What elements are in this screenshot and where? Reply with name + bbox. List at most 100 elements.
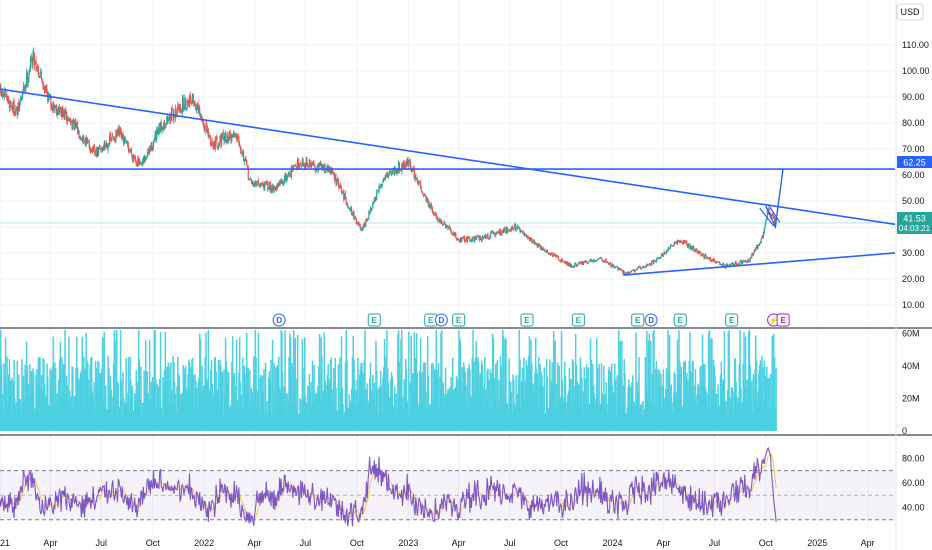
volume-bar	[137, 381, 139, 431]
volume-bar	[571, 359, 574, 431]
volume-bar	[233, 372, 235, 431]
volume-bar	[642, 400, 644, 431]
volume-bar	[632, 410, 635, 431]
volume-bar	[534, 337, 537, 431]
volume-bar	[112, 363, 115, 431]
candle-body	[255, 181, 257, 186]
earnings-badge[interactable]: E	[631, 313, 645, 327]
volume-bar	[430, 363, 433, 431]
volume-bar	[452, 404, 455, 431]
volume-bar	[565, 413, 567, 431]
volume-bar	[311, 360, 314, 431]
volume-bar	[460, 381, 463, 431]
trendline	[0, 88, 896, 226]
earnings-badge[interactable]: E	[725, 313, 739, 327]
dividend-badge[interactable]: D	[272, 313, 286, 327]
volume-bar	[227, 372, 230, 431]
candle-body	[601, 258, 603, 261]
candle-body	[426, 198, 429, 202]
drawings[interactable]	[0, 88, 896, 276]
volume-bar	[259, 377, 261, 431]
candle-body	[484, 234, 486, 237]
volume-bar	[716, 410, 719, 431]
volume-bar	[225, 361, 228, 431]
volume-bar	[207, 330, 210, 431]
candle-body	[466, 238, 468, 242]
volume-bar	[429, 404, 431, 431]
volume-bar	[657, 377, 660, 431]
volume-bar	[292, 404, 294, 431]
volume-bar	[145, 392, 148, 431]
candle-body	[442, 224, 444, 226]
earnings-badge[interactable]: E	[571, 313, 585, 327]
candle-body	[220, 137, 222, 146]
candle-body	[633, 269, 635, 272]
candle-body	[280, 179, 282, 184]
candle-body	[593, 259, 595, 262]
candle-body	[733, 264, 735, 266]
volume-bar	[656, 406, 658, 431]
currency-box[interactable]	[896, 3, 924, 21]
candle-body	[638, 266, 640, 269]
candle-body	[534, 242, 536, 245]
candle-body	[390, 170, 392, 173]
candle-body	[675, 242, 677, 244]
volume-bar	[684, 360, 687, 431]
volume-bar	[68, 390, 71, 431]
volume-bar	[653, 330, 655, 431]
candle-body	[603, 261, 605, 263]
candle-body	[130, 149, 132, 152]
candle-body	[281, 179, 283, 184]
volume-bar	[246, 376, 249, 431]
candle-body	[57, 109, 59, 115]
candle-body	[89, 146, 91, 152]
volume-bar	[405, 369, 408, 431]
candle-body	[697, 251, 699, 253]
candle-body	[704, 254, 707, 256]
volume-bar	[730, 386, 733, 431]
volume-bar	[252, 411, 254, 431]
candle-body	[535, 242, 537, 244]
earnings-badge[interactable]: E	[520, 313, 534, 327]
candle-body	[15, 109, 17, 114]
volume-bar	[620, 368, 622, 431]
candle-body	[475, 237, 477, 240]
volume-bar	[14, 398, 16, 431]
volume-bar	[471, 357, 474, 431]
volume-bar	[373, 382, 376, 431]
volume-bar	[529, 370, 531, 431]
candle-body	[48, 94, 50, 97]
volume-bar	[492, 338, 495, 431]
volume-bar	[35, 375, 37, 431]
candle-body	[206, 128, 209, 132]
event-badges[interactable]: D E E D E E E E D E E ⚡ E	[272, 313, 790, 327]
volume-bar	[457, 386, 459, 431]
candle-body	[500, 233, 502, 235]
projection-path	[765, 168, 784, 230]
volume-bar	[393, 386, 396, 431]
candle-body	[528, 238, 530, 241]
candle-body	[311, 162, 314, 165]
dividend-badge[interactable]: D	[434, 313, 448, 327]
candle-body	[411, 169, 413, 172]
volume-bar	[545, 358, 548, 431]
volume-bar	[569, 379, 571, 431]
volume-bar	[274, 367, 277, 431]
volume-bar	[461, 367, 463, 431]
volume-bar	[269, 379, 271, 431]
candle-body	[244, 159, 246, 161]
dividend-badge[interactable]: D	[644, 313, 658, 327]
earnings-badge[interactable]: E	[673, 313, 687, 327]
earnings-badge[interactable]: E	[776, 313, 790, 327]
earnings-badge[interactable]: E	[367, 313, 381, 327]
candle-body	[762, 235, 764, 238]
candle-body	[762, 231, 765, 238]
volume-bar	[482, 387, 484, 431]
volume-bar	[448, 387, 451, 431]
candle-body	[134, 157, 136, 159]
candle-body	[52, 101, 54, 109]
earnings-badge[interactable]: E	[452, 313, 466, 327]
candle-body	[97, 147, 99, 155]
